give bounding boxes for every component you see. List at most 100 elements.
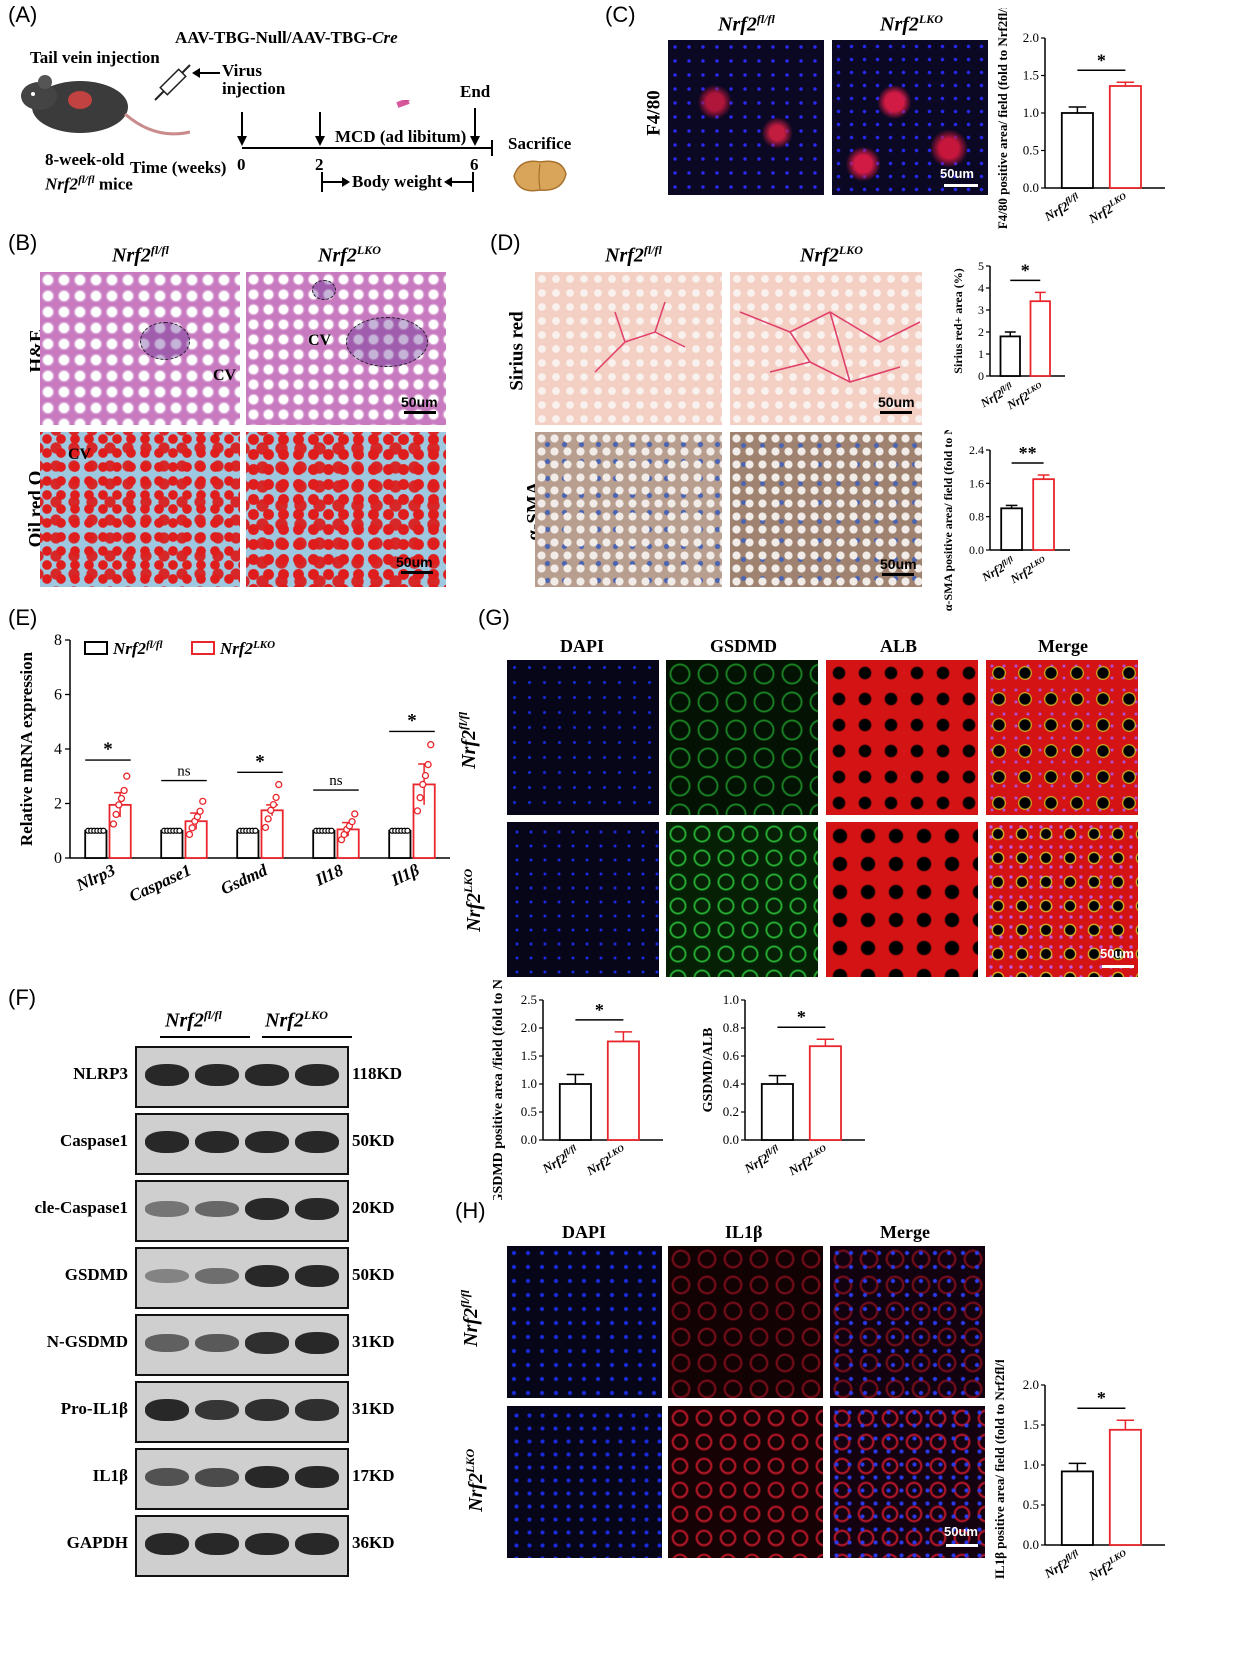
h-header-il1b: IL1β xyxy=(725,1222,763,1242)
data-point xyxy=(117,794,126,803)
data-point xyxy=(264,815,272,823)
y-tick-label: 4 xyxy=(978,281,984,295)
y-tick-label: 2 xyxy=(978,325,984,339)
x-tick-label: Nrf2LKO xyxy=(1085,1547,1132,1583)
schematic-bw-label: Body weight xyxy=(352,172,443,191)
c-header-ff: Nrf2fl/fl xyxy=(718,12,775,36)
h-header-merge: Merge xyxy=(880,1222,930,1242)
wb-band xyxy=(195,1533,239,1555)
wb-row-kd: 118KD xyxy=(352,1064,403,1083)
wb-band xyxy=(295,1198,339,1220)
y-tick-label: 0 xyxy=(978,369,984,383)
y-tick-label: 4 xyxy=(54,741,62,758)
data-point xyxy=(199,797,207,805)
wb-band xyxy=(245,1399,289,1421)
y-tick-label: 0.0 xyxy=(1023,180,1039,195)
y-tick-label: 1.5 xyxy=(521,1048,537,1063)
x-tick-label: Nrf2LKO xyxy=(583,1142,630,1178)
mrna-chart: 0 2 4 6 8 Relative mRNA expression * Nlrp3 ns Cas… xyxy=(17,632,450,906)
wb-blot-strip xyxy=(135,1247,349,1309)
f-bracket-lko xyxy=(262,1036,352,1038)
wb-blot-strip xyxy=(135,1314,349,1376)
x-tick-label: Il18 xyxy=(312,860,347,890)
x-tick-label: Nrf2fl/fl xyxy=(538,1142,581,1176)
h-header-dapi: DAPI xyxy=(562,1222,606,1242)
timeline-6: 6 xyxy=(470,155,479,174)
data-point xyxy=(100,827,107,834)
bar xyxy=(1000,507,1023,551)
wb-band xyxy=(295,1466,339,1488)
wb-band xyxy=(145,1533,189,1555)
x-tick-label: Nrf2fl/fl xyxy=(740,1142,783,1176)
schematic-sacrifice-label: Sacrifice xyxy=(508,134,572,153)
mouse-illustration xyxy=(21,75,191,136)
y-axis-label: IL1β positive area/ field (fold to Nrf2f… xyxy=(992,1360,1007,1579)
bar-ctrl xyxy=(388,829,412,859)
wb-band xyxy=(195,1200,239,1218)
bar xyxy=(1029,300,1051,377)
f-bracket-ff xyxy=(160,1036,250,1038)
bar xyxy=(808,1045,842,1141)
il1b-merge-ff xyxy=(830,1246,985,1398)
syringe-icon xyxy=(154,64,191,101)
panel-label-a: (A) xyxy=(8,2,38,27)
d-row-label-sirius: Sirius red xyxy=(506,311,528,391)
gsdmd-merge-lko: 50um xyxy=(986,822,1138,977)
y-tick-label: 0.0 xyxy=(1023,1537,1039,1552)
schematic-vector-label: AAV-TBG-Null/AAV-TBG-Cre xyxy=(175,28,398,47)
gsdmd-green-lko xyxy=(666,822,818,977)
significance-mark: * xyxy=(1097,1388,1106,1408)
data-point xyxy=(427,741,435,749)
sma-image-lko: 50um xyxy=(730,432,922,587)
legend: Nrf2fl/fl Nrf2LKO xyxy=(84,639,275,658)
data-point xyxy=(419,780,427,789)
bar xyxy=(558,1083,592,1141)
data-point xyxy=(267,806,275,814)
scale-bar xyxy=(944,184,978,187)
scale-label: 50um xyxy=(880,556,917,572)
wb-band xyxy=(295,1131,339,1153)
wb-band xyxy=(245,1533,289,1555)
liver-icon xyxy=(513,160,567,192)
data-point xyxy=(261,823,270,832)
wb-band xyxy=(295,1265,339,1287)
sirius-fibers xyxy=(739,311,921,383)
scale-label: 50um xyxy=(396,554,433,570)
wb-band xyxy=(195,1131,239,1153)
y-tick-label: 0.0 xyxy=(723,1132,739,1147)
data-point xyxy=(196,807,204,815)
schematic-mice-label: 8-week-old Nrf2fl/fl mice xyxy=(45,150,133,194)
x-tick-label: Nrf2LKO xyxy=(1007,554,1049,587)
gsdmd-merge-ff xyxy=(986,660,1138,815)
wb-band xyxy=(195,1399,239,1421)
wb-band xyxy=(145,1467,189,1487)
wb-band xyxy=(145,1334,189,1352)
h-row-label-ff: Nrf2fl/fl xyxy=(458,1289,482,1347)
y-tick-label: 2.5 xyxy=(521,992,537,1007)
g-header-alb: ALB xyxy=(880,636,918,656)
b-header-ff: Nrf2fl/fl xyxy=(112,243,169,267)
wb-band xyxy=(245,1198,289,1220)
il1b-dapi-ff xyxy=(507,1246,662,1398)
data-point xyxy=(413,807,422,815)
scale-bar xyxy=(880,411,912,414)
gsdmd-green-ff xyxy=(666,660,818,815)
virus-arrow xyxy=(192,68,220,78)
g-row-label-ff: Nrf2fl/fl xyxy=(456,711,480,769)
y-axis-label: Relative mRNA expression xyxy=(17,651,36,846)
bar xyxy=(1108,1428,1142,1546)
wb-band xyxy=(145,1268,189,1284)
sirius-fibers xyxy=(594,301,686,373)
panel-label-c: (C) xyxy=(605,2,636,27)
he-cv-label: CV xyxy=(213,367,237,384)
panel-label-g: (G) xyxy=(478,605,510,630)
wb-row-kd: 20KD xyxy=(352,1198,395,1217)
timeline-0: 0 xyxy=(237,155,246,174)
y-tick-label: 0 xyxy=(54,850,62,867)
legend-swatch-lko xyxy=(191,641,215,655)
scale-bar xyxy=(882,573,914,576)
y-tick-label: 5 xyxy=(978,259,984,273)
g-row-label-lko: Nrf2LKO xyxy=(461,868,485,932)
x-tick-label: Il1β xyxy=(387,860,422,890)
